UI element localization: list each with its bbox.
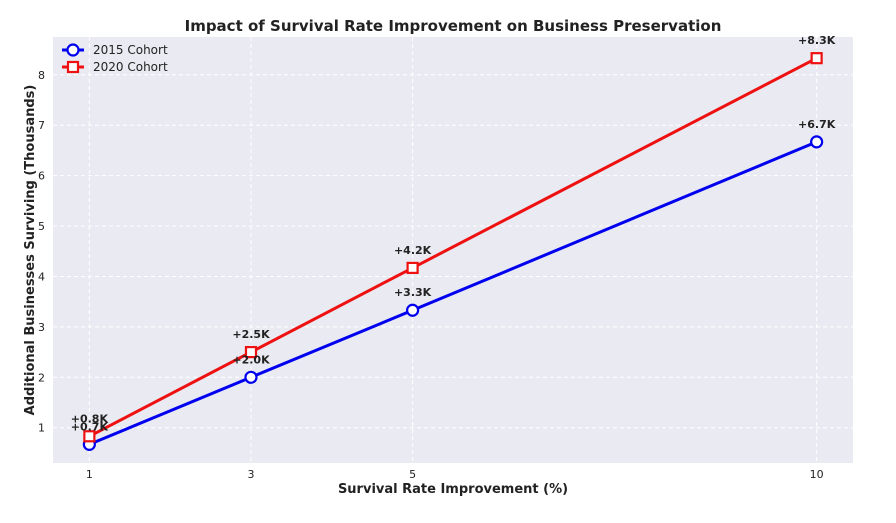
y-tick-label: 4: [38, 270, 45, 283]
y-axis-title: Additional Businesses Surviving (Thousan…: [23, 85, 38, 416]
chart-title: Impact of Survival Rate Improvement on B…: [185, 17, 722, 35]
series-0: [82, 135, 824, 451]
data-label: +2.0K: [232, 353, 270, 366]
data-labels: +0.7K +2.0K +3.3K +6.7K +0.8K +2.5K +4.2K +8.3K: [71, 34, 836, 433]
data-label: +4.2K: [394, 244, 432, 257]
legend-marker: [66, 43, 80, 57]
legend-item: 2015 Cohort: [62, 43, 168, 57]
grid: [53, 37, 853, 463]
tick-labels: 1 2 3 4 5 6 7 8 1 3 5 10: [38, 69, 824, 481]
series-layer: [82, 52, 824, 451]
data-point: [406, 261, 419, 274]
data-point: [244, 370, 258, 384]
legend-label: 2015 Cohort: [93, 43, 168, 57]
y-tick-label: 2: [38, 371, 45, 384]
legend-marker: [66, 60, 80, 74]
data-label: +8.3K: [798, 34, 836, 47]
data-label: +6.7K: [798, 118, 836, 131]
data-label: +2.5K: [232, 328, 270, 341]
data-label: +0.8K: [71, 412, 109, 425]
y-tick-label: 6: [38, 170, 45, 183]
legend-label: 2020 Cohort: [93, 60, 168, 74]
x-tick-label: 1: [86, 468, 93, 481]
y-tick-label: 1: [38, 422, 45, 435]
y-tick-label: 3: [38, 321, 45, 334]
y-tick-label: 5: [38, 220, 45, 233]
data-point: [810, 135, 824, 149]
x-tick-label: 3: [247, 468, 254, 481]
data-label: +3.3K: [394, 286, 432, 299]
x-axis-title: Survival Rate Improvement (%): [338, 482, 568, 497]
data-point: [810, 52, 823, 65]
series-line: [88, 140, 818, 446]
data-point: [405, 303, 420, 317]
series-1: [83, 52, 823, 443]
legend: 2015 Cohort 2020 Cohort: [62, 43, 168, 74]
data-label: +0.7K: [71, 420, 109, 433]
series-line: [88, 56, 818, 438]
data-point: [83, 430, 96, 443]
y-tick-label: 7: [38, 119, 45, 132]
x-tick-label: 5: [409, 468, 416, 481]
data-point: [244, 345, 258, 359]
legend-item: 2020 Cohort: [62, 60, 168, 74]
x-tick-label: 10: [810, 468, 824, 481]
y-tick-label: 8: [38, 69, 45, 82]
